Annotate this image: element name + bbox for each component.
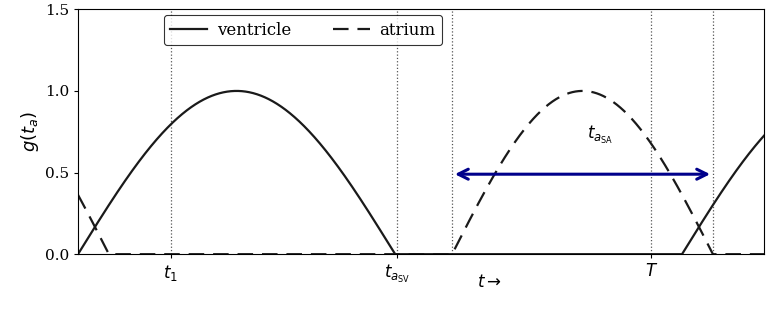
Legend: ventricle, atrium: ventricle, atrium [164, 15, 442, 46]
Line: atrium: atrium [78, 91, 764, 254]
atrium [337, 252, 346, 256]
ventricle [760, 133, 769, 137]
atrium [152, 252, 161, 256]
atrium [367, 252, 376, 256]
atrium [760, 252, 769, 256]
ventricle [193, 101, 202, 105]
ventricle [367, 214, 376, 218]
atrium [746, 252, 756, 256]
ventricle [337, 170, 346, 173]
atrium [73, 193, 83, 197]
ventricle [232, 89, 241, 93]
Text: $t_{a_{\mathrm{SA}}}$: $t_{a_{\mathrm{SA}}}$ [587, 124, 613, 146]
atrium [578, 89, 587, 93]
ventricle [73, 252, 83, 256]
ventricle [746, 149, 756, 153]
ventricle [672, 252, 682, 256]
atrium [672, 185, 682, 188]
X-axis label: $t \rightarrow$: $t \rightarrow$ [477, 274, 502, 291]
ventricle [151, 138, 161, 142]
atrium [105, 252, 114, 256]
Y-axis label: $g(t_a)$: $g(t_a)$ [19, 111, 41, 152]
Line: ventricle: ventricle [78, 91, 764, 254]
atrium [193, 252, 202, 256]
